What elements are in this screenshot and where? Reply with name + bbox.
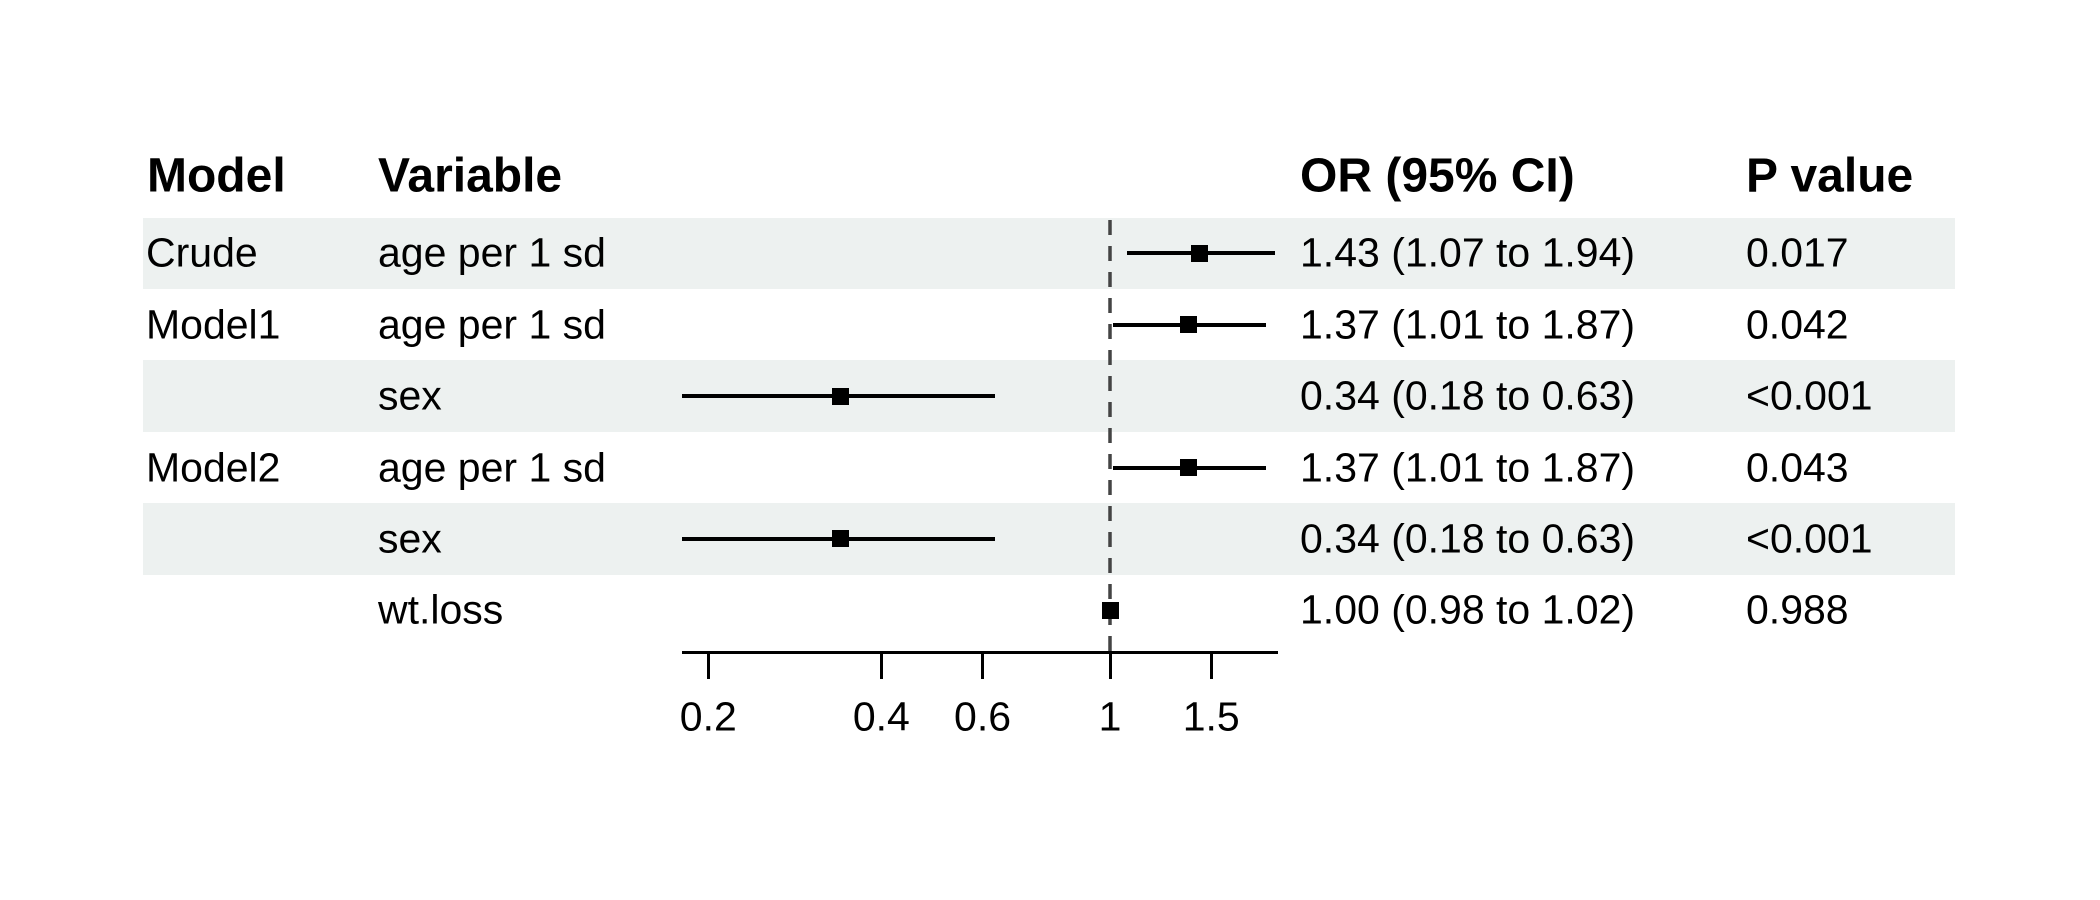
point-estimate-marker (832, 387, 850, 405)
cell-model: Model1 (146, 301, 281, 348)
column-header-p-value: P value (1746, 149, 1914, 203)
x-axis-tick-label: 0.4 (852, 693, 910, 740)
cell-or-ci: 1.37 (1.01 to 1.87) (1300, 444, 1636, 490)
cell-variable: age per 1 sd (378, 229, 606, 276)
column-header-model: Model (147, 149, 286, 203)
cell-or-ci: 1.43 (1.07 to 1.94) (1300, 229, 1636, 276)
row-shade-band (143, 360, 1955, 432)
point-estimate-marker (1180, 459, 1198, 476)
cell-or-ci: 0.34 (0.18 to 0.63) (1300, 515, 1636, 562)
cell-p: 0.988 (1746, 586, 1849, 633)
cell-variable: sex (378, 372, 442, 419)
cell-variable: sex (378, 515, 442, 562)
x-axis-line (682, 650, 1278, 654)
cell-model: Model2 (146, 444, 281, 490)
x-axis-tick (981, 652, 985, 679)
x-axis-tick-label: 1 (1098, 693, 1122, 740)
row-shade-band (143, 503, 1955, 575)
cell-p: 0.042 (1746, 301, 1849, 348)
cell-p: <0.001 (1746, 515, 1873, 562)
cell-variable: age per 1 sd (378, 301, 606, 348)
cell-p: 0.017 (1746, 229, 1849, 276)
cell-or-ci: 1.00 (0.98 to 1.02) (1300, 586, 1636, 633)
row-shade-band (143, 217, 1955, 289)
cell-variable: age per 1 sd (378, 444, 606, 490)
x-axis-tick-label: 0.6 (954, 693, 1012, 740)
cell-variable: wt.loss (378, 586, 504, 633)
point-estimate-marker (1101, 601, 1119, 619)
cell-p: <0.001 (1746, 372, 1873, 419)
x-axis-tick-label: 1.5 (1182, 693, 1240, 740)
cell-or-ci: 1.37 (1.01 to 1.87) (1300, 301, 1636, 348)
x-axis-tick (706, 652, 710, 679)
column-header-variable: Variable (378, 149, 563, 203)
x-axis-tick (1209, 652, 1213, 679)
x-axis-tick-label: 0.2 (679, 693, 737, 740)
point-estimate-marker (1190, 244, 1208, 262)
column-header-or-ci: OR (95% CI) (1300, 149, 1575, 203)
x-axis-tick (1108, 652, 1112, 679)
reference-line (1108, 220, 1112, 652)
x-axis-tick (879, 652, 883, 679)
point-estimate-marker (832, 530, 850, 548)
point-estimate-marker (1180, 316, 1198, 334)
cell-or-ci: 0.34 (0.18 to 0.63) (1300, 372, 1636, 419)
cell-p: 0.043 (1746, 444, 1849, 490)
cell-model: Crude (146, 229, 258, 276)
